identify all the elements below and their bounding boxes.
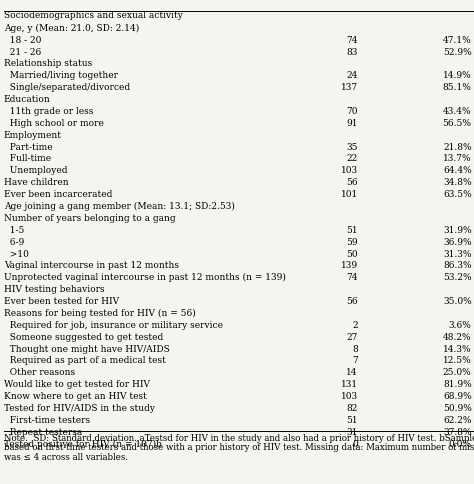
Text: 43.4%: 43.4% <box>443 106 472 116</box>
Text: Unprotected vaginal intercourse in past 12 months (n = 139): Unprotected vaginal intercourse in past … <box>4 272 286 282</box>
Text: Single/separated/divorced: Single/separated/divorced <box>4 83 130 92</box>
Text: Ever been incarcerated: Ever been incarcerated <box>4 190 112 199</box>
Text: Would like to get tested for HIV: Would like to get tested for HIV <box>4 379 150 389</box>
Text: 56.5%: 56.5% <box>443 119 472 128</box>
Text: 35: 35 <box>346 142 358 151</box>
Text: based on first-time testers and those with a prior history of HIV test. Missing : based on first-time testers and those wi… <box>4 442 474 452</box>
Text: 82: 82 <box>346 403 358 412</box>
Text: 74: 74 <box>346 272 358 282</box>
Text: HIV testing behaviors: HIV testing behaviors <box>4 285 104 294</box>
Text: 13.7%: 13.7% <box>443 154 472 163</box>
Text: 25.0%: 25.0% <box>443 367 472 377</box>
Text: 14.9%: 14.9% <box>443 71 472 80</box>
Text: Part-time: Part-time <box>4 142 53 151</box>
Text: 83: 83 <box>346 47 358 57</box>
Text: 6-9: 6-9 <box>4 237 24 246</box>
Text: 31.3%: 31.3% <box>443 249 472 258</box>
Text: 35.0%: 35.0% <box>443 296 472 305</box>
Text: 59: 59 <box>346 237 358 246</box>
Text: Thought one might have HIV/AIDS: Thought one might have HIV/AIDS <box>4 344 170 353</box>
Text: 8: 8 <box>352 344 358 353</box>
Text: 36.9%: 36.9% <box>443 237 472 246</box>
Text: 0: 0 <box>352 439 358 448</box>
Text: Required for job, insurance or military service: Required for job, insurance or military … <box>4 320 223 329</box>
Text: Repeat testersa: Repeat testersa <box>4 427 82 436</box>
Text: First-time testers: First-time testers <box>4 415 90 424</box>
Text: Tested for HIV/AIDS in the study: Tested for HIV/AIDS in the study <box>4 403 155 412</box>
Text: Know where to get an HIV test: Know where to get an HIV test <box>4 391 146 400</box>
Text: 81.9%: 81.9% <box>443 379 472 389</box>
Text: 47.1%: 47.1% <box>443 35 472 45</box>
Text: 62.2%: 62.2% <box>443 415 472 424</box>
Text: 12.5%: 12.5% <box>443 356 472 365</box>
Text: 18 - 20: 18 - 20 <box>4 35 41 45</box>
Text: Note.  SD: Standard deviation. aTestsd for HIV in the study and also had a prior: Note. SD: Standard deviation. aTestsd fo… <box>4 433 474 442</box>
Text: 21 - 26: 21 - 26 <box>4 47 41 57</box>
Text: 51: 51 <box>346 225 358 234</box>
Text: 31.9%: 31.9% <box>443 225 472 234</box>
Text: Age, y (Mean: 21.0, SD: 2.14): Age, y (Mean: 21.0, SD: 2.14) <box>4 24 139 33</box>
Text: 3.6%: 3.6% <box>449 320 472 329</box>
Text: 24: 24 <box>346 71 358 80</box>
Text: 27: 27 <box>346 332 358 341</box>
Text: 139: 139 <box>341 261 358 270</box>
Text: 11th grade or less: 11th grade or less <box>4 106 93 116</box>
Text: Tested positive for HIV (n = 107)b: Tested positive for HIV (n = 107)b <box>4 439 162 448</box>
Text: 37.8%: 37.8% <box>443 427 472 436</box>
Text: 91: 91 <box>346 119 358 128</box>
Text: 86.3%: 86.3% <box>443 261 472 270</box>
Text: 50: 50 <box>346 249 358 258</box>
Text: 85.1%: 85.1% <box>443 83 472 92</box>
Text: Ever been tested for HIV: Ever been tested for HIV <box>4 296 119 305</box>
Text: was ≤ 4 across all variables.: was ≤ 4 across all variables. <box>4 452 128 461</box>
Text: 74: 74 <box>346 35 358 45</box>
Text: 31: 31 <box>346 427 358 436</box>
Text: Vaginal intercourse in past 12 months: Vaginal intercourse in past 12 months <box>4 261 179 270</box>
Text: 1-5: 1-5 <box>4 225 24 234</box>
Text: 56: 56 <box>346 178 358 187</box>
Text: Someone suggested to get tested: Someone suggested to get tested <box>4 332 163 341</box>
Text: Relationship status: Relationship status <box>4 59 92 68</box>
Text: 56: 56 <box>346 296 358 305</box>
Text: 52.9%: 52.9% <box>443 47 472 57</box>
Text: 131: 131 <box>341 379 358 389</box>
Text: 48.2%: 48.2% <box>443 332 472 341</box>
Text: Other reasons: Other reasons <box>4 367 75 377</box>
Text: 137: 137 <box>341 83 358 92</box>
Text: 101: 101 <box>341 190 358 199</box>
Text: 51: 51 <box>346 415 358 424</box>
Text: Reasons for being tested for HIV (n = 56): Reasons for being tested for HIV (n = 56… <box>4 308 196 318</box>
Text: 64.4%: 64.4% <box>443 166 472 175</box>
Text: >10: >10 <box>4 249 28 258</box>
Text: Unemployed: Unemployed <box>4 166 67 175</box>
Text: 22: 22 <box>346 154 358 163</box>
Text: 7: 7 <box>352 356 358 365</box>
Text: Number of years belonging to a gang: Number of years belonging to a gang <box>4 213 175 223</box>
Text: Age joining a gang member (Mean: 13.1; SD:2.53): Age joining a gang member (Mean: 13.1; S… <box>4 201 235 211</box>
Text: Full-time: Full-time <box>4 154 51 163</box>
Text: 103: 103 <box>341 391 358 400</box>
Text: 14.3%: 14.3% <box>443 344 472 353</box>
Text: 2: 2 <box>352 320 358 329</box>
Text: 21.8%: 21.8% <box>443 142 472 151</box>
Text: 68.9%: 68.9% <box>443 391 472 400</box>
Text: 34.8%: 34.8% <box>443 178 472 187</box>
Text: 50.9%: 50.9% <box>443 403 472 412</box>
Text: 53.2%: 53.2% <box>443 272 472 282</box>
Text: 63.5%: 63.5% <box>443 190 472 199</box>
Text: Have children: Have children <box>4 178 68 187</box>
Text: 70: 70 <box>346 106 358 116</box>
Text: Sociodemographics and sexual activity: Sociodemographics and sexual activity <box>4 11 182 20</box>
Text: 14: 14 <box>346 367 358 377</box>
Text: Education: Education <box>4 95 51 104</box>
Text: Required as part of a medical test: Required as part of a medical test <box>4 356 166 365</box>
Text: 0.0%: 0.0% <box>448 439 472 448</box>
Text: High school or more: High school or more <box>4 119 104 128</box>
Text: Married/living together: Married/living together <box>4 71 118 80</box>
Text: Employment: Employment <box>4 130 62 139</box>
Text: 103: 103 <box>341 166 358 175</box>
